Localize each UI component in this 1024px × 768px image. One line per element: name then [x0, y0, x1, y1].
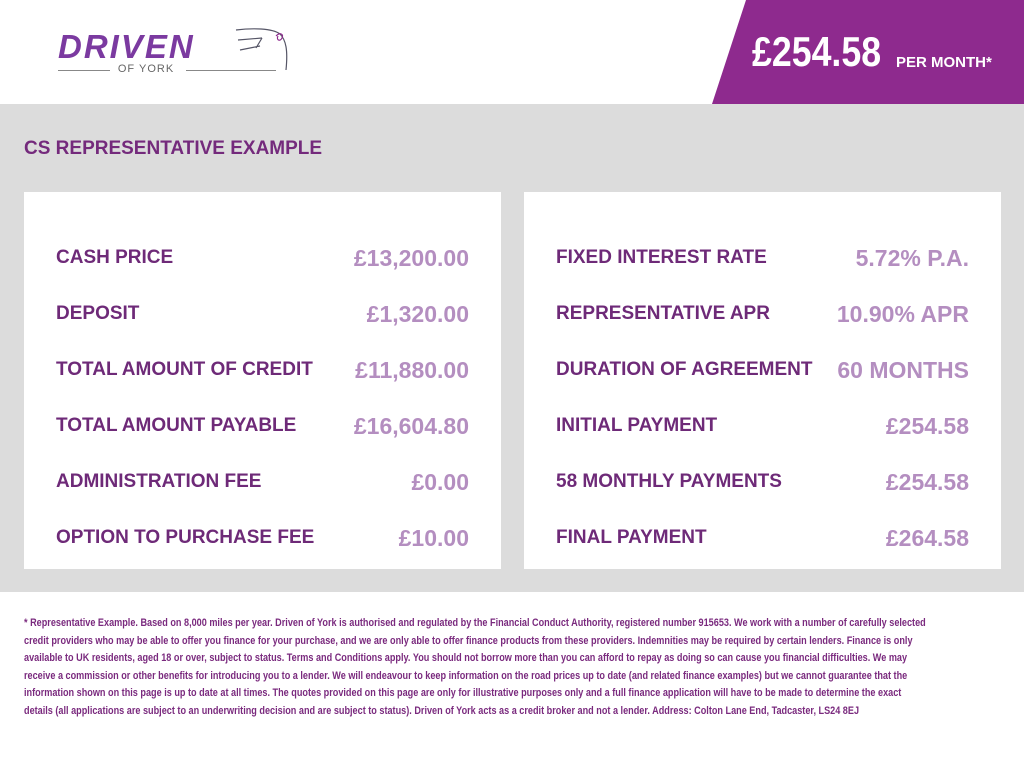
monthly-price: £254.58: [752, 28, 882, 75]
finance-row: DURATION OF AGREEMENT 60 MONTHS: [556, 342, 969, 398]
finance-row: ADMINISTRATION FEE £0.00: [56, 454, 469, 510]
finance-value: 60 MONTHS: [837, 356, 969, 383]
disclaimer-line: * Representative Example. Based on 8,000…: [24, 617, 926, 629]
finance-row: TOTAL AMOUNT OF CREDIT £11,880.00: [56, 342, 469, 398]
monthly-price-banner: £254.58 PER MONTH*: [712, 0, 1024, 104]
finance-label: FINAL PAYMENT: [556, 527, 707, 548]
disclaimer-line: available to UK residents, aged 18 or ov…: [24, 652, 908, 665]
finance-label: DEPOSIT: [56, 303, 140, 324]
disclaimer-line: receive a commission or other benefits f…: [24, 669, 908, 682]
finance-value: £254.58: [885, 468, 969, 495]
section-title: CS REPRESENTATIVE EXAMPLE: [24, 138, 323, 159]
disclaimer-line: details (all applications are subject to…: [24, 704, 860, 717]
finance-label: TOTAL AMOUNT PAYABLE: [56, 415, 297, 436]
finance-label: CASH PRICE: [56, 247, 174, 268]
finance-value: £0.00: [411, 468, 469, 495]
finance-example-section: CS REPRESENTATIVE EXAMPLE CASH PRICE £13,…: [0, 104, 1024, 592]
finance-value: £16,604.80: [353, 412, 469, 439]
finance-value: £11,880.00: [355, 356, 469, 383]
finance-row: INITIAL PAYMENT £254.58: [556, 398, 969, 454]
finance-panel-right: FIXED INTEREST RATE 5.72% P.A. REPRESENTAT…: [524, 192, 1001, 569]
finance-row: TOTAL AMOUNT PAYABLE £16,604.80: [56, 398, 469, 454]
finance-value: £264.58: [885, 524, 969, 551]
finance-value: £1,320.00: [366, 300, 469, 327]
finance-label: DURATION OF AGREEMENT: [556, 359, 813, 380]
disclaimer-line: credit providers who may be able to offe…: [24, 634, 913, 647]
finance-value: £254.58: [885, 412, 969, 439]
finance-value: £10.00: [398, 524, 469, 551]
finance-label: REPRESENTATIVE APR: [556, 303, 770, 324]
finance-value: 10.90% APR: [836, 300, 969, 327]
finance-value: £13,200.00: [353, 244, 469, 271]
finance-label: OPTION TO PURCHASE FEE: [56, 527, 315, 548]
finance-row: DEPOSIT £1,320.00: [56, 286, 469, 342]
finance-label: INITIAL PAYMENT: [556, 415, 718, 436]
logo-subtitle: OF YORK: [56, 63, 276, 75]
disclaimer-text: * Representative Example. Based on 8,000…: [24, 615, 926, 721]
finance-label: TOTAL AMOUNT OF CREDIT: [56, 359, 313, 380]
per-month-label: PER MONTH*: [896, 54, 992, 71]
finance-label: FIXED INTEREST RATE: [556, 247, 767, 268]
car-outline-icon: [235, 28, 288, 71]
finance-row: FIXED INTEREST RATE 5.72% P.A.: [556, 230, 969, 286]
logo: DRIVEN OF YORK: [56, 24, 296, 84]
finance-label: ADMINISTRATION FEE: [56, 471, 262, 492]
disclaimer-line: information shown on this page is up to …: [24, 687, 902, 700]
finance-row: 58 MONTHLY PAYMENTS £254.58: [556, 454, 969, 510]
finance-row: FINAL PAYMENT £264.58: [556, 510, 969, 566]
finance-row: CASH PRICE £13,200.00: [56, 230, 469, 286]
finance-label: 58 MONTHLY PAYMENTS: [556, 471, 782, 492]
logo-wordmark: DRIVEN: [58, 28, 195, 65]
finance-row: REPRESENTATIVE APR 10.90% APR: [556, 286, 969, 342]
finance-row: OPTION TO PURCHASE FEE £10.00: [56, 510, 469, 566]
finance-panel-left: CASH PRICE £13,200.00 DEPOSIT £1,320.00 TOTA…: [24, 192, 501, 569]
finance-value: 5.72% P.A.: [855, 244, 969, 271]
header: DRIVEN OF YORK £254.58 PER MONTH*: [0, 0, 1024, 104]
